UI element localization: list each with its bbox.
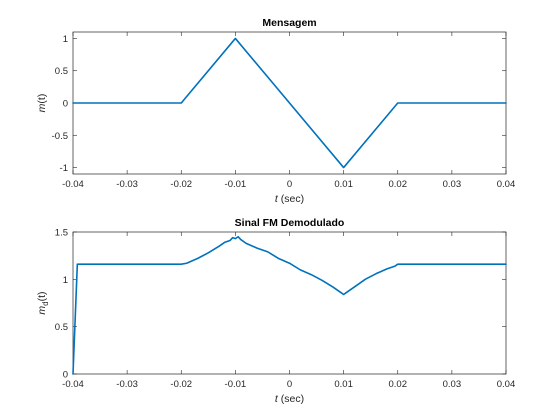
x-axis-label: t (sec) xyxy=(275,393,304,405)
x-axis-label-unit: (sec) xyxy=(278,393,304,405)
y-axis-label-var: m xyxy=(36,103,48,112)
x-tick-label: 0.01 xyxy=(334,179,353,190)
y-tick-label: 1.5 xyxy=(55,228,68,239)
x-axis-label-var: t xyxy=(275,393,279,405)
x-tick-label: 0.01 xyxy=(334,379,353,390)
x-axis-label: t (sec) xyxy=(275,193,304,205)
x-tick-label: 0.04 xyxy=(497,179,516,190)
x-tick-label: 0.02 xyxy=(389,179,408,190)
y-tick-label: 1 xyxy=(63,275,68,286)
y-axis-label-arg: (t) xyxy=(36,291,48,301)
y-tick-label: 0.5 xyxy=(55,322,68,333)
y-axis-label: m(t) xyxy=(36,94,48,113)
series-line xyxy=(72,37,507,169)
y-tick-label: 1 xyxy=(63,34,68,45)
y-axis-label-sub: d xyxy=(41,301,50,305)
x-tick-label: -0.03 xyxy=(116,179,138,190)
x-tick-label: 0 xyxy=(287,379,292,390)
x-tick-label: 0 xyxy=(287,179,292,190)
y-tick-label: 0.5 xyxy=(55,66,68,77)
series-line xyxy=(72,235,507,375)
x-tick-label: -0.04 xyxy=(62,379,84,390)
x-axis-label-var: t xyxy=(275,193,279,205)
x-tick-label: 0.04 xyxy=(497,379,516,390)
x-tick-label: -0.03 xyxy=(116,379,138,390)
y-axis-label-arg: (t) xyxy=(36,94,48,104)
x-tick-label: -0.02 xyxy=(170,379,192,390)
y-axis-label: md(t) xyxy=(36,291,50,314)
chart-sinal-fm-demodulado: -0.04 -0.03 -0.02 -0.01 0 0.01 0.02 0.03 0.04 0 0.… xyxy=(36,217,515,405)
plot-area xyxy=(72,231,507,375)
x-tick-label: -0.02 xyxy=(170,179,192,190)
x-tick-label: 0.03 xyxy=(443,179,462,190)
y-tick-label: 0 xyxy=(63,370,68,381)
y-tick-label: -0.5 xyxy=(52,131,68,142)
x-tick-label: 0.02 xyxy=(389,379,408,390)
x-tick-label: 0.03 xyxy=(443,379,462,390)
chart-title: Sinal FM Demodulado xyxy=(235,217,345,229)
chart-title: Mensagem xyxy=(262,17,316,29)
y-axis-label-var: m xyxy=(36,306,48,315)
x-tick-label: -0.01 xyxy=(225,379,247,390)
x-tick-label: -0.01 xyxy=(225,179,247,190)
y-tick-label: 0 xyxy=(63,99,68,110)
chart-mensagem: -0.04 -0.03 -0.02 -0.01 0 0.01 0.02 0.03 0.04 -1 -… xyxy=(36,17,515,205)
y-tick-label: -1 xyxy=(60,163,68,174)
x-axis-label-unit: (sec) xyxy=(278,193,304,205)
x-tick-label: -0.04 xyxy=(62,179,84,190)
